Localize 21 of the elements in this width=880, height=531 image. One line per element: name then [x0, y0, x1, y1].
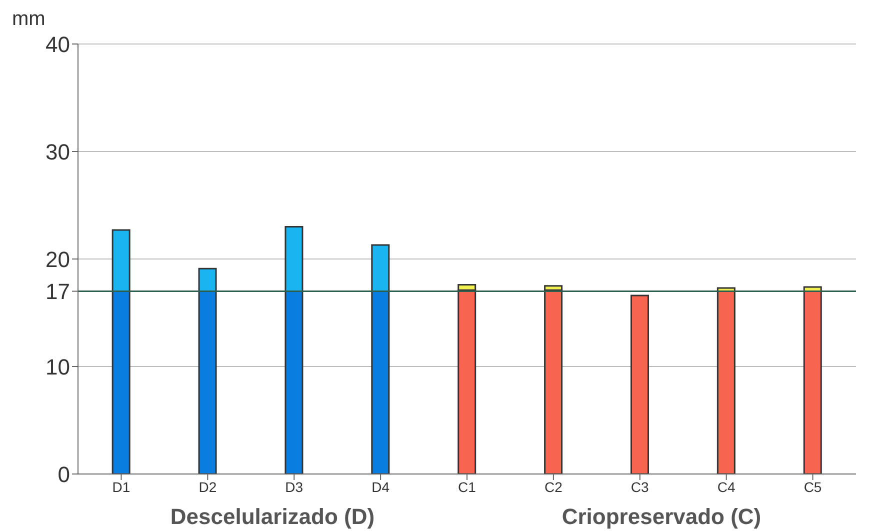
x-tick-label: D3 [285, 478, 304, 495]
x-tick-label: C3 [630, 478, 650, 495]
y-tick-label: 30 [46, 139, 70, 164]
bar [716, 290, 736, 474]
x-tick-label: C5 [804, 478, 822, 495]
bar [630, 294, 649, 474]
y-tick-label: 10 [46, 354, 70, 380]
x-tick-label: D1 [112, 478, 130, 495]
y-axis-title: mm [12, 8, 46, 30]
x-tick-label: C2 [544, 478, 563, 495]
x-tick-label: C4 [717, 478, 736, 495]
y-tick-label: 40 [46, 32, 70, 57]
y-tick-label: 0 [58, 462, 70, 487]
text: Criopreservado (C) [560, 504, 762, 530]
bar [544, 289, 563, 474]
x-tick-label: C1 [458, 478, 476, 495]
x-tick-label: D4 [372, 478, 390, 495]
x-tick-label: D2 [198, 478, 217, 495]
y-tick-label: 20 [46, 246, 70, 272]
y-tick-label: 17 [46, 279, 70, 304]
text: Descelularizado (D) [169, 504, 376, 530]
